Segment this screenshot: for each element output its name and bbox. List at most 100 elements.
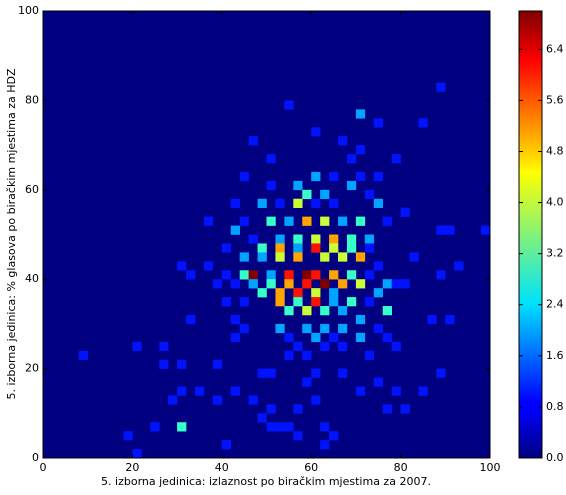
heatmap-cell (311, 243, 321, 253)
y-tick-label: 80 (25, 93, 39, 106)
heatmap-cell (275, 252, 285, 262)
x-tick-label: 0 (40, 461, 47, 474)
heatmap-cell (346, 154, 357, 164)
x-axis-label: 5. izborna jedinica: izlaznost po biračk… (101, 475, 431, 488)
heatmap-cell (391, 154, 401, 164)
x-tick-label: 80 (394, 461, 408, 474)
heatmap-cell (382, 404, 392, 414)
heatmap-cell (248, 279, 258, 289)
heatmap-cell (409, 252, 419, 262)
colorbar-tick-label: 4.8 (546, 144, 564, 157)
heatmap-cell (186, 270, 196, 280)
y-tick-label: 20 (25, 362, 39, 375)
heatmap-cell (248, 270, 258, 280)
heatmap-cell (159, 341, 169, 352)
colorbar-tick-label: 4.0 (546, 196, 564, 209)
heatmap-cell (302, 306, 312, 316)
heatmap-cell (329, 332, 339, 343)
heatmap-cell (221, 243, 232, 253)
heatmap-cell (311, 270, 321, 280)
heatmap-cell (311, 127, 321, 137)
heatmap-cell (275, 198, 285, 208)
heatmap-cell (284, 306, 294, 316)
heatmap-cell (293, 252, 303, 262)
heatmap-cell (364, 350, 375, 360)
colorbar-tick-label: 1.6 (546, 349, 564, 362)
plot-frame (42, 10, 491, 459)
heatmap-cell (78, 350, 88, 360)
heatmap-cell (329, 243, 339, 253)
heatmap-cell (311, 171, 321, 182)
heatmap-cell (436, 225, 446, 235)
heatmap-cell (177, 422, 187, 432)
heatmap-cell (257, 243, 267, 253)
heatmap-cell (311, 234, 321, 244)
heatmap-cell (230, 279, 240, 289)
y-axis-label: 5. izborna jedinica: % glasova po biračk… (5, 68, 18, 399)
heatmap-cell (221, 440, 232, 450)
heatmap-cell (257, 288, 267, 298)
heatmap-cell (311, 395, 321, 405)
heatmap-cell (239, 297, 249, 307)
heatmap-cell (275, 422, 285, 432)
heatmap-cell (338, 136, 348, 146)
heatmap-cell (123, 431, 133, 441)
heatmap-cell (239, 252, 249, 262)
x-tick-label: 60 (304, 461, 318, 474)
heatmap-cell (355, 279, 366, 289)
heatmap-cell (418, 386, 428, 396)
heatmap-cell (293, 404, 303, 414)
heatmap-cell (445, 314, 455, 325)
heatmap-cell (346, 234, 357, 244)
x-tick-label: 20 (125, 461, 139, 474)
heatmap-cell (391, 386, 401, 396)
heatmap-cell (212, 359, 223, 369)
heatmap-cell (320, 216, 330, 226)
heatmap-cell (382, 216, 392, 226)
heatmap-cell (177, 261, 187, 271)
heatmap-cell (436, 270, 446, 280)
heatmap-cell (355, 145, 366, 155)
heatmap-cell (311, 332, 321, 343)
heatmap-cell (186, 314, 196, 325)
heatmap-cell (275, 288, 285, 298)
heatmap-cell (239, 216, 249, 226)
y-tick-label: 60 (25, 183, 39, 196)
heatmap-cell (284, 350, 294, 360)
heatmap-background (43, 11, 490, 458)
heatmap-cell (302, 323, 312, 334)
heatmap-cell (373, 198, 384, 208)
heatmap-cell (266, 404, 276, 414)
heatmap-cell (391, 279, 401, 289)
heatmap-cell (418, 118, 428, 128)
heatmap-cell (248, 136, 258, 146)
heatmap-cell (293, 198, 303, 208)
heatmap-cell (221, 297, 232, 307)
heatmap-cell (400, 207, 410, 217)
heatmap-cell (481, 225, 491, 235)
heatmap-cell (230, 225, 240, 235)
heatmap (43, 11, 491, 459)
x-tick-label: 40 (215, 461, 229, 474)
heatmap-cell (194, 386, 205, 396)
heatmap-cell (221, 270, 232, 280)
heatmap-cell (382, 306, 392, 316)
y-tick-label: 0 (32, 451, 39, 464)
heatmap-cell (346, 270, 357, 280)
heatmap-cell (168, 395, 178, 405)
heatmap-cell (355, 171, 366, 182)
colorbar-tick-label: 6.4 (546, 42, 564, 55)
heatmap-cell (239, 270, 249, 280)
heatmap-cell (239, 171, 249, 182)
heatmap-cell (257, 368, 267, 378)
heatmap-cell (364, 270, 375, 280)
heatmap-cell (320, 189, 330, 200)
heatmap-cell (311, 288, 321, 298)
heatmap-cell (284, 332, 294, 343)
heatmap-cell (311, 297, 321, 307)
heatmap-cell (355, 216, 366, 226)
heatmap-cell (329, 234, 339, 244)
heatmap-cell (329, 171, 339, 182)
heatmap-cell (346, 243, 357, 253)
